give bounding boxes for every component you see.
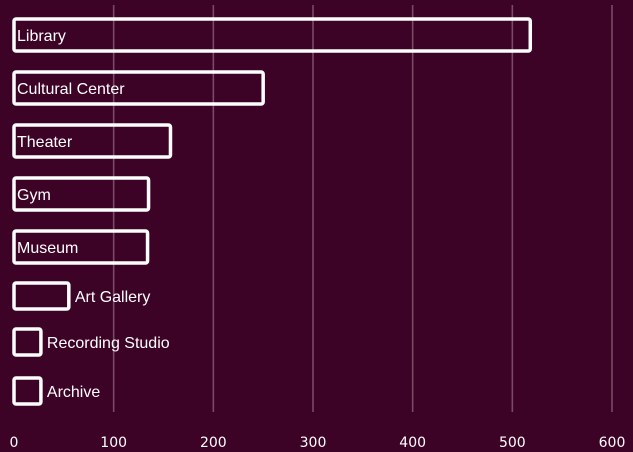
bar-label-museum: Museum xyxy=(17,240,78,257)
x-tick-label-300: 300 xyxy=(300,435,327,451)
bar-label-recording-studio: Recording Studio xyxy=(47,335,170,352)
bar-label-gym: Gym xyxy=(17,187,51,204)
x-tick-label-500: 500 xyxy=(499,435,526,451)
bar-gym xyxy=(12,176,151,212)
bar-art-gallery xyxy=(12,281,71,311)
x-tick-label-0: 0 xyxy=(10,435,19,451)
bar-label-theater: Theater xyxy=(17,134,73,151)
bar-archive xyxy=(12,376,43,406)
bar-theater xyxy=(12,123,173,159)
bar-label-archive: Archive xyxy=(47,384,100,401)
bar-museum xyxy=(12,229,150,265)
bar-label-library: Library xyxy=(17,28,66,45)
bar-label-cultural-center: Cultural Center xyxy=(17,81,125,98)
x-tick-label-200: 200 xyxy=(200,435,227,451)
bar-library xyxy=(12,17,533,53)
x-tick-label-400: 400 xyxy=(399,435,426,451)
bar-labels-group: Library Cultural Center Theater Gym Museum Ar… xyxy=(17,28,170,401)
x-axis-ticks: 0 100 200 300 400 500 600 xyxy=(10,435,626,451)
bars-group xyxy=(12,17,533,406)
x-tick-label-100: 100 xyxy=(100,435,127,451)
bar-label-art-gallery: Art Gallery xyxy=(75,289,151,306)
grid-lines xyxy=(112,5,613,412)
x-tick-label-600: 600 xyxy=(599,435,626,451)
bar-recording-studio xyxy=(12,327,43,357)
bar-cultural-center xyxy=(12,70,265,106)
